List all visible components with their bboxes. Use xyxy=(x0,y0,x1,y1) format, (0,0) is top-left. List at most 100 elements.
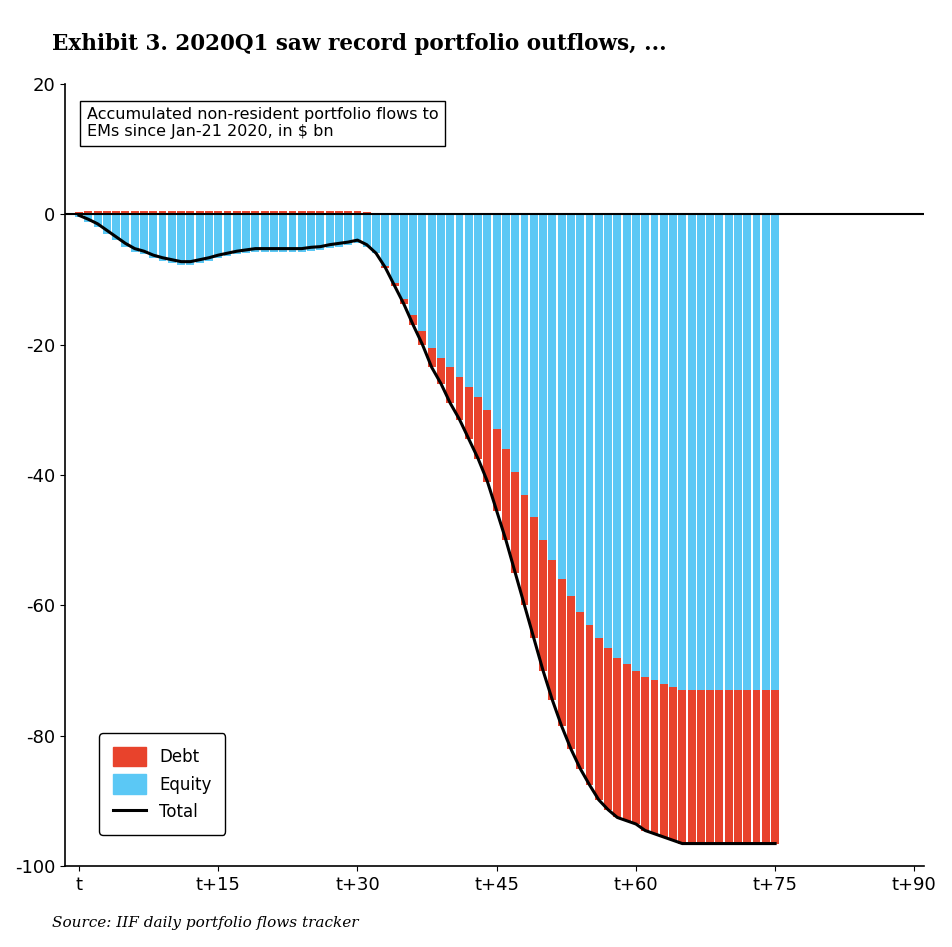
Bar xyxy=(103,214,110,234)
Bar xyxy=(214,214,222,259)
Bar xyxy=(400,214,407,299)
Bar xyxy=(344,214,351,245)
Bar xyxy=(408,214,417,315)
Bar xyxy=(474,397,482,458)
Bar xyxy=(492,429,500,510)
Bar xyxy=(576,214,584,612)
Bar xyxy=(585,625,593,785)
Bar xyxy=(622,214,630,664)
Bar xyxy=(613,657,621,817)
Bar xyxy=(547,214,556,560)
Bar xyxy=(446,214,454,367)
Bar xyxy=(363,214,370,246)
Bar xyxy=(316,214,324,250)
Bar xyxy=(520,214,528,494)
Bar xyxy=(733,690,742,844)
Text: Accumulated non-resident portfolio flows to
EMs since Jan-21 2020, in $ bn: Accumulated non-resident portfolio flows… xyxy=(87,107,438,139)
Bar xyxy=(465,214,472,387)
Bar xyxy=(205,211,212,214)
Bar xyxy=(279,211,287,214)
Bar xyxy=(770,690,778,844)
Bar xyxy=(474,214,482,397)
Bar xyxy=(483,410,491,481)
Text: Exhibit 3. 2020Q1 saw record portfolio outflows, ...: Exhibit 3. 2020Q1 saw record portfolio o… xyxy=(52,33,666,55)
Bar xyxy=(307,211,315,214)
Bar xyxy=(168,214,175,263)
Bar xyxy=(557,580,565,726)
Bar xyxy=(576,612,584,769)
Bar xyxy=(177,211,185,214)
Bar xyxy=(437,358,445,384)
Bar xyxy=(557,214,565,580)
Bar xyxy=(112,211,120,214)
Bar xyxy=(261,211,268,214)
Bar xyxy=(437,214,445,358)
Bar xyxy=(650,214,658,681)
Bar xyxy=(390,214,398,282)
Bar xyxy=(363,212,370,214)
Bar xyxy=(344,211,351,214)
Bar xyxy=(594,638,602,800)
Bar xyxy=(678,214,685,690)
Bar xyxy=(604,648,611,810)
Bar xyxy=(733,214,742,690)
Bar xyxy=(465,387,472,439)
Bar xyxy=(381,214,388,266)
Bar xyxy=(242,211,249,214)
Bar xyxy=(168,211,175,214)
Bar xyxy=(149,211,157,214)
Bar xyxy=(298,214,306,252)
Bar xyxy=(705,690,713,844)
Bar xyxy=(121,214,129,246)
Bar xyxy=(140,211,148,214)
Bar xyxy=(353,214,361,243)
Bar xyxy=(631,214,639,670)
Bar xyxy=(93,211,102,214)
Bar xyxy=(502,214,509,449)
Bar xyxy=(187,211,194,214)
Bar xyxy=(678,690,685,844)
Bar xyxy=(307,214,315,251)
Bar xyxy=(455,377,463,420)
Bar xyxy=(103,211,110,214)
Bar xyxy=(752,214,760,690)
Bar xyxy=(130,214,138,252)
Bar xyxy=(511,472,519,573)
Bar xyxy=(353,211,361,214)
Bar xyxy=(288,214,296,252)
Bar xyxy=(539,214,546,540)
Bar xyxy=(288,211,296,214)
Bar xyxy=(659,214,667,684)
Bar xyxy=(668,214,676,687)
Bar xyxy=(502,449,509,540)
Bar xyxy=(279,214,287,252)
Bar xyxy=(641,214,648,677)
Bar xyxy=(511,214,519,472)
Text: Source: IIF daily portfolio flows tracker: Source: IIF daily portfolio flows tracke… xyxy=(52,916,359,930)
Bar xyxy=(622,664,630,821)
Bar xyxy=(195,211,204,214)
Bar xyxy=(269,211,278,214)
Bar xyxy=(75,214,83,217)
Bar xyxy=(158,214,167,261)
Bar xyxy=(585,214,593,625)
Bar xyxy=(112,214,120,241)
Bar xyxy=(687,690,695,844)
Bar xyxy=(696,690,704,844)
Bar xyxy=(232,214,241,255)
Bar xyxy=(659,684,667,837)
Bar xyxy=(269,214,278,252)
Bar xyxy=(455,214,463,377)
Bar xyxy=(232,211,241,214)
Bar xyxy=(724,690,732,844)
Bar xyxy=(668,687,676,840)
Bar xyxy=(604,214,611,648)
Bar xyxy=(214,211,222,214)
Bar xyxy=(743,214,750,690)
Bar xyxy=(566,214,574,596)
Bar xyxy=(326,211,333,214)
Bar xyxy=(761,214,769,690)
Bar xyxy=(547,560,556,700)
Bar xyxy=(715,214,723,690)
Bar xyxy=(177,214,185,265)
